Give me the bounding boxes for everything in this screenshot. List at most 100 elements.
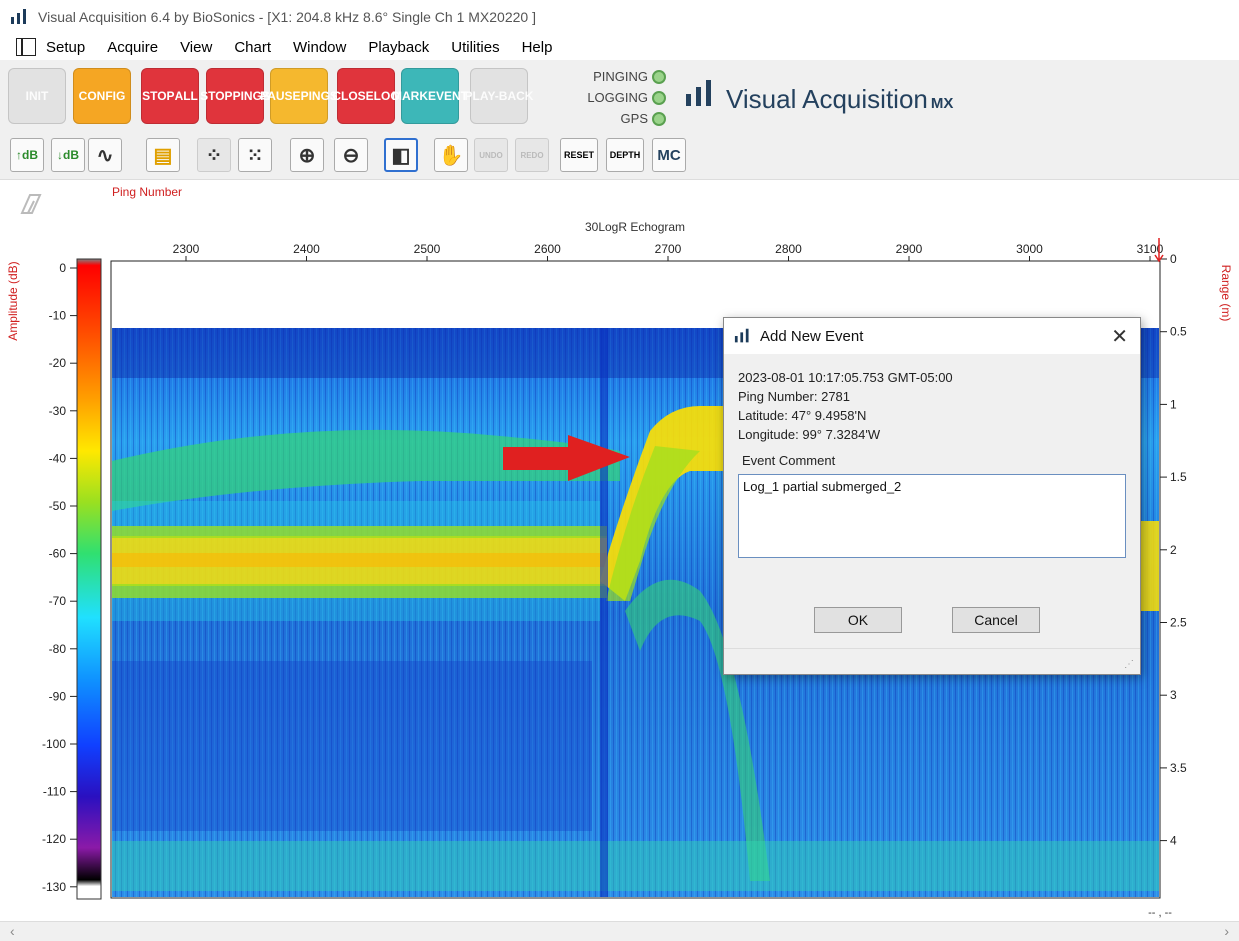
redo-icon[interactable]: REDO	[515, 138, 549, 172]
range-tick-label: 0.5	[1170, 325, 1187, 339]
status-gps-label: GPS	[620, 111, 648, 126]
range-tick-label: 2.5	[1170, 616, 1187, 630]
event-comment-input[interactable]: Log_1 partial submerged_2	[738, 474, 1126, 558]
mc-icon[interactable]: MC	[652, 138, 686, 172]
amplitude-tick-label: -20	[49, 356, 67, 370]
amplitude-tick-label: -50	[49, 499, 67, 513]
ping-tick-label: 3000	[1016, 242, 1043, 256]
amplitude-tick-label: 0	[59, 261, 66, 275]
y-right-label: Range (m)	[1219, 265, 1233, 322]
ping-tick-label: 2500	[414, 242, 441, 256]
menu-playback[interactable]: Playback	[368, 38, 430, 56]
undo-icon[interactable]: UNDO	[474, 138, 508, 172]
ping-ticks: 2300 2400 2500 2600 2700 2800 2900 3000 3100	[173, 242, 1164, 261]
menu-view[interactable]: View	[180, 38, 213, 56]
ping-tick-label: 2900	[896, 242, 923, 256]
ping-tick-label: 2300	[173, 242, 200, 256]
gain-down-icon[interactable]: ↓dB	[51, 138, 85, 172]
ping-tick-label: 2600	[534, 242, 561, 256]
horizontal-scrollbar[interactable]: ‹ ›	[0, 921, 1239, 941]
gps-led-icon	[652, 111, 666, 126]
config-button[interactable]: CONFIG	[73, 68, 131, 124]
menu-help[interactable]: Help	[521, 38, 553, 56]
window-title: Visual Acquisition 6.4 by BioSonics - [X…	[38, 9, 536, 25]
reset-icon[interactable]: RESET	[560, 138, 598, 172]
range-tick-label: 2	[1170, 543, 1177, 557]
echogram-panel: Ping Number 30LogR Echogram Amplitude (d…	[0, 181, 1239, 921]
dots-large-icon[interactable]: ⁙	[238, 138, 272, 172]
amplitude-tick-label: -130	[42, 880, 66, 894]
app-logo-icon	[11, 9, 26, 24]
ping-tick-label: 2400	[293, 242, 320, 256]
amplitude-tick-label: -10	[49, 309, 67, 323]
ping-tick-label: 2800	[775, 242, 802, 256]
red-arrow-annotation	[503, 435, 630, 481]
init-button[interactable]: INIT	[8, 68, 66, 124]
range-tick-label: 0	[1170, 252, 1177, 266]
pinging-led-icon	[652, 69, 666, 84]
dialog-titlebar: Add New Event ✕	[724, 318, 1140, 354]
status-indicators: PINGING LOGGING GPS	[570, 66, 666, 129]
scroll-left-icon[interactable]: ‹	[10, 923, 15, 939]
ping-tick-label: 3100	[1137, 242, 1164, 256]
amplitude-tick-label: -90	[49, 689, 67, 703]
menu-acquire[interactable]: Acquire	[107, 38, 159, 56]
dots-small-icon[interactable]: ⁘	[197, 138, 231, 172]
curve-icon[interactable]: ∿	[88, 138, 122, 172]
amplitude-tick-label: -30	[49, 404, 67, 418]
scroll-right-icon[interactable]: ›	[1224, 923, 1229, 939]
coordinate-readout: -- , --	[1148, 907, 1172, 919]
cursor-marker-icon	[1154, 238, 1164, 263]
ping-tick-label: 2700	[655, 242, 682, 256]
event-info: 2023-08-01 10:17:05.753 GMT-05:00 Ping N…	[738, 368, 953, 444]
add-event-dialog: Add New Event ✕ 2023-08-01 10:17:05.753 …	[723, 317, 1141, 675]
menu-bar: Setup Acquire View Chart Window Playback…	[0, 34, 1239, 60]
resize-grip-icon[interactable]: ⋰	[1124, 659, 1134, 670]
amplitude-ticks: 0 -10 -20 -30 -40 -50 -60 -70 -80 -90 -100 -110 -120…	[42, 261, 77, 894]
echogram-title: 30LogR Echogram	[585, 220, 685, 234]
zoom-in-icon[interactable]: ⊕	[290, 138, 324, 172]
x-axis-label: Ping Number	[112, 185, 182, 199]
range-tick-label: 1.5	[1170, 470, 1187, 484]
status-logging-label: LOGGING	[587, 90, 648, 105]
playback-button[interactable]: PLAY- BACK	[465, 68, 533, 124]
brand-logo: Visual Acquisition MX	[684, 78, 953, 115]
range-tick-label: 4	[1170, 834, 1177, 848]
range-ticks: 0 0.5 1 1.5 2 2.5 3 3.5 4	[1160, 252, 1187, 848]
amplitude-tick-label: -80	[49, 642, 67, 656]
amplitude-tick-label: -60	[49, 547, 67, 561]
mark-event-button[interactable]: MARK EVENT	[392, 68, 468, 124]
zoom-out-icon[interactable]: ⊖	[334, 138, 368, 172]
menu-window[interactable]: Window	[293, 38, 347, 56]
brand-suffix: MX	[930, 95, 954, 112]
gain-up-icon[interactable]: ↑dB	[10, 138, 44, 172]
y-left-label: Amplitude (dB)	[6, 261, 20, 340]
depth-icon[interactable]: DEPTH	[606, 138, 644, 172]
pause-pings-button[interactable]: PAUSE PINGS	[260, 68, 338, 124]
logging-led-icon	[652, 90, 666, 105]
close-log-button[interactable]: CLOSE LOG	[332, 68, 400, 124]
color-palette-icon[interactable]: ▤	[146, 138, 180, 172]
ok-button[interactable]: OK	[814, 607, 902, 633]
range-tick-label: 1	[1170, 397, 1177, 411]
echogram-plot[interactable]	[110, 260, 1161, 899]
brand-waves-icon	[686, 80, 711, 106]
menu-utilities[interactable]: Utilities	[451, 38, 500, 56]
hand-pan-icon[interactable]: ✋	[434, 138, 468, 172]
secondary-toolbar: ↑dB ↓dB ∿ ▤ ⁘ ⁙ ⊕ ⊖ ◧ ✋ UNDO REDO RESET DEPTH MC	[0, 130, 1239, 180]
amplitude-tick-label: -70	[49, 594, 67, 608]
menu-setup[interactable]: Setup	[46, 38, 86, 56]
main-ribbon: INIT CONFIG STOP ALL STOP PINGS PAUSE PINGS CLOS…	[0, 60, 1239, 130]
menu-chart[interactable]: Chart	[234, 38, 271, 56]
select-tool-icon[interactable]: ◧	[384, 138, 418, 172]
stop-pings-button[interactable]: STOP PINGS	[200, 68, 270, 124]
cancel-button[interactable]: Cancel	[952, 607, 1040, 633]
close-icon[interactable]: ✕	[1111, 326, 1128, 348]
event-ping-number: Ping Number: 2781	[738, 389, 851, 404]
event-longitude: Longitude: 99° 7.3284'W	[738, 427, 881, 442]
stop-all-button[interactable]: STOP ALL	[141, 68, 199, 124]
amplitude-colorbar	[76, 258, 102, 900]
window-layout-icon[interactable]	[16, 38, 36, 56]
echogram-chart[interactable]: Ping Number 30LogR Echogram Amplitude (d…	[0, 181, 1239, 921]
event-datetime: 2023-08-01 10:17:05.753 GMT-05:00	[738, 370, 953, 385]
